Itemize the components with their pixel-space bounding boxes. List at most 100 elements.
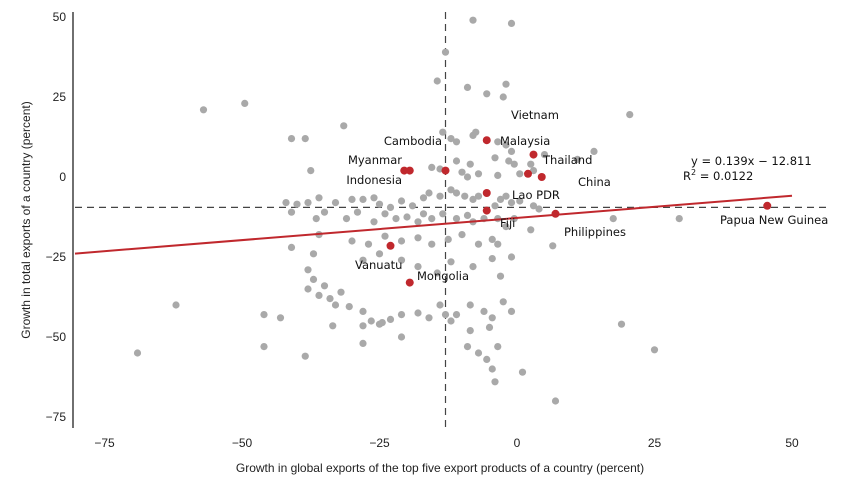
- data-point: [463, 211, 472, 219]
- data-point: [428, 215, 436, 223]
- data-point: [527, 226, 535, 234]
- point-label-vietnam: Vietnam: [511, 108, 559, 122]
- data-point: [516, 170, 524, 178]
- data-point: [496, 195, 505, 203]
- data-point: [609, 215, 617, 223]
- equation-line-2: R2 = 0.0122: [683, 168, 753, 183]
- data-point: [491, 202, 499, 210]
- data-point: [675, 215, 683, 223]
- data-point: [463, 173, 472, 181]
- data-point: [502, 141, 510, 149]
- highlight-point-philippines: [551, 209, 560, 218]
- highlight-point-fiji: [482, 206, 491, 215]
- data-point: [260, 343, 268, 351]
- data-point: [488, 255, 496, 263]
- data-point: [469, 16, 477, 24]
- data-point: [452, 138, 461, 146]
- data-point: [367, 317, 375, 325]
- data-point: [304, 199, 312, 207]
- data-point: [425, 314, 433, 322]
- data-point: [516, 197, 524, 205]
- data-point: [364, 240, 373, 248]
- data-point: [488, 235, 496, 243]
- data-point: [287, 208, 296, 216]
- data-point: [359, 339, 367, 347]
- data-point: [447, 317, 455, 325]
- data-point: [466, 160, 474, 168]
- data-point: [359, 256, 367, 264]
- data-point: [436, 192, 444, 200]
- data-point: [282, 199, 290, 207]
- x-tick-label: −50: [232, 436, 253, 450]
- data-point: [494, 138, 502, 146]
- data-point: [483, 355, 491, 363]
- data-point: [315, 291, 323, 299]
- highlight-point-thailand: [537, 173, 546, 181]
- data-point: [474, 240, 483, 248]
- axis-ticks: −75 −50 −25 0 25 50 50 25 0 −25 −50 −75: [46, 10, 799, 450]
- data-point: [447, 186, 455, 194]
- data-point: [549, 242, 557, 250]
- data-point: [397, 333, 406, 341]
- data-point: [414, 234, 422, 242]
- x-tick-label: 0: [514, 436, 521, 450]
- data-point: [301, 352, 309, 360]
- data-point: [502, 192, 510, 200]
- data-point: [337, 288, 345, 296]
- data-point: [241, 99, 249, 107]
- data-point: [348, 195, 356, 203]
- y-tick-label: 25: [53, 90, 67, 104]
- point-label-vanuatu: Vanuatu: [355, 258, 402, 272]
- data-point: [447, 258, 455, 266]
- highlight-point-lao-pdr: [482, 189, 491, 197]
- data-point: [425, 189, 433, 197]
- data-points: [133, 16, 683, 405]
- data-point: [466, 301, 474, 309]
- data-point: [485, 323, 494, 331]
- data-point: [326, 295, 334, 303]
- y-tick-label: −50: [46, 330, 67, 344]
- data-point: [458, 231, 466, 239]
- data-point: [491, 154, 499, 162]
- data-point: [474, 192, 483, 200]
- data-point: [461, 192, 469, 200]
- data-point: [494, 171, 502, 179]
- data-point: [386, 203, 395, 211]
- data-point: [342, 215, 351, 223]
- data-point: [507, 253, 516, 261]
- data-point: [499, 93, 507, 101]
- data-point: [408, 202, 417, 210]
- data-point: [650, 346, 659, 354]
- data-point: [133, 349, 142, 357]
- data-point: [439, 128, 447, 136]
- data-point: [348, 237, 356, 245]
- data-point: [452, 311, 461, 319]
- data-point: [447, 135, 455, 143]
- y-tick-label: 0: [59, 170, 66, 184]
- highlighted-points: Vietnam Malaysia Cambodia Thailand Myanmar In…: [346, 108, 828, 287]
- x-tick-label: −25: [369, 436, 390, 450]
- data-point: [370, 218, 378, 226]
- data-point: [386, 315, 395, 323]
- data-point: [433, 269, 441, 277]
- equation-r: R: [683, 169, 691, 183]
- data-point: [329, 322, 337, 330]
- data-point: [507, 199, 516, 207]
- data-point: [436, 301, 444, 309]
- data-point: [301, 135, 309, 143]
- point-label-fiji: Fiji: [500, 216, 515, 230]
- data-point: [370, 194, 378, 202]
- point-label-lao-pdr: Lao PDR: [512, 188, 560, 202]
- y-tick-label: −75: [46, 410, 67, 424]
- data-point: [414, 309, 422, 317]
- data-point: [419, 194, 428, 202]
- data-point: [469, 263, 477, 271]
- data-point: [626, 111, 634, 119]
- data-point: [573, 155, 582, 163]
- data-point: [320, 282, 329, 290]
- data-point: [359, 322, 367, 330]
- data-point: [474, 349, 483, 357]
- data-point: [345, 303, 353, 311]
- highlight-point-china: [524, 169, 532, 178]
